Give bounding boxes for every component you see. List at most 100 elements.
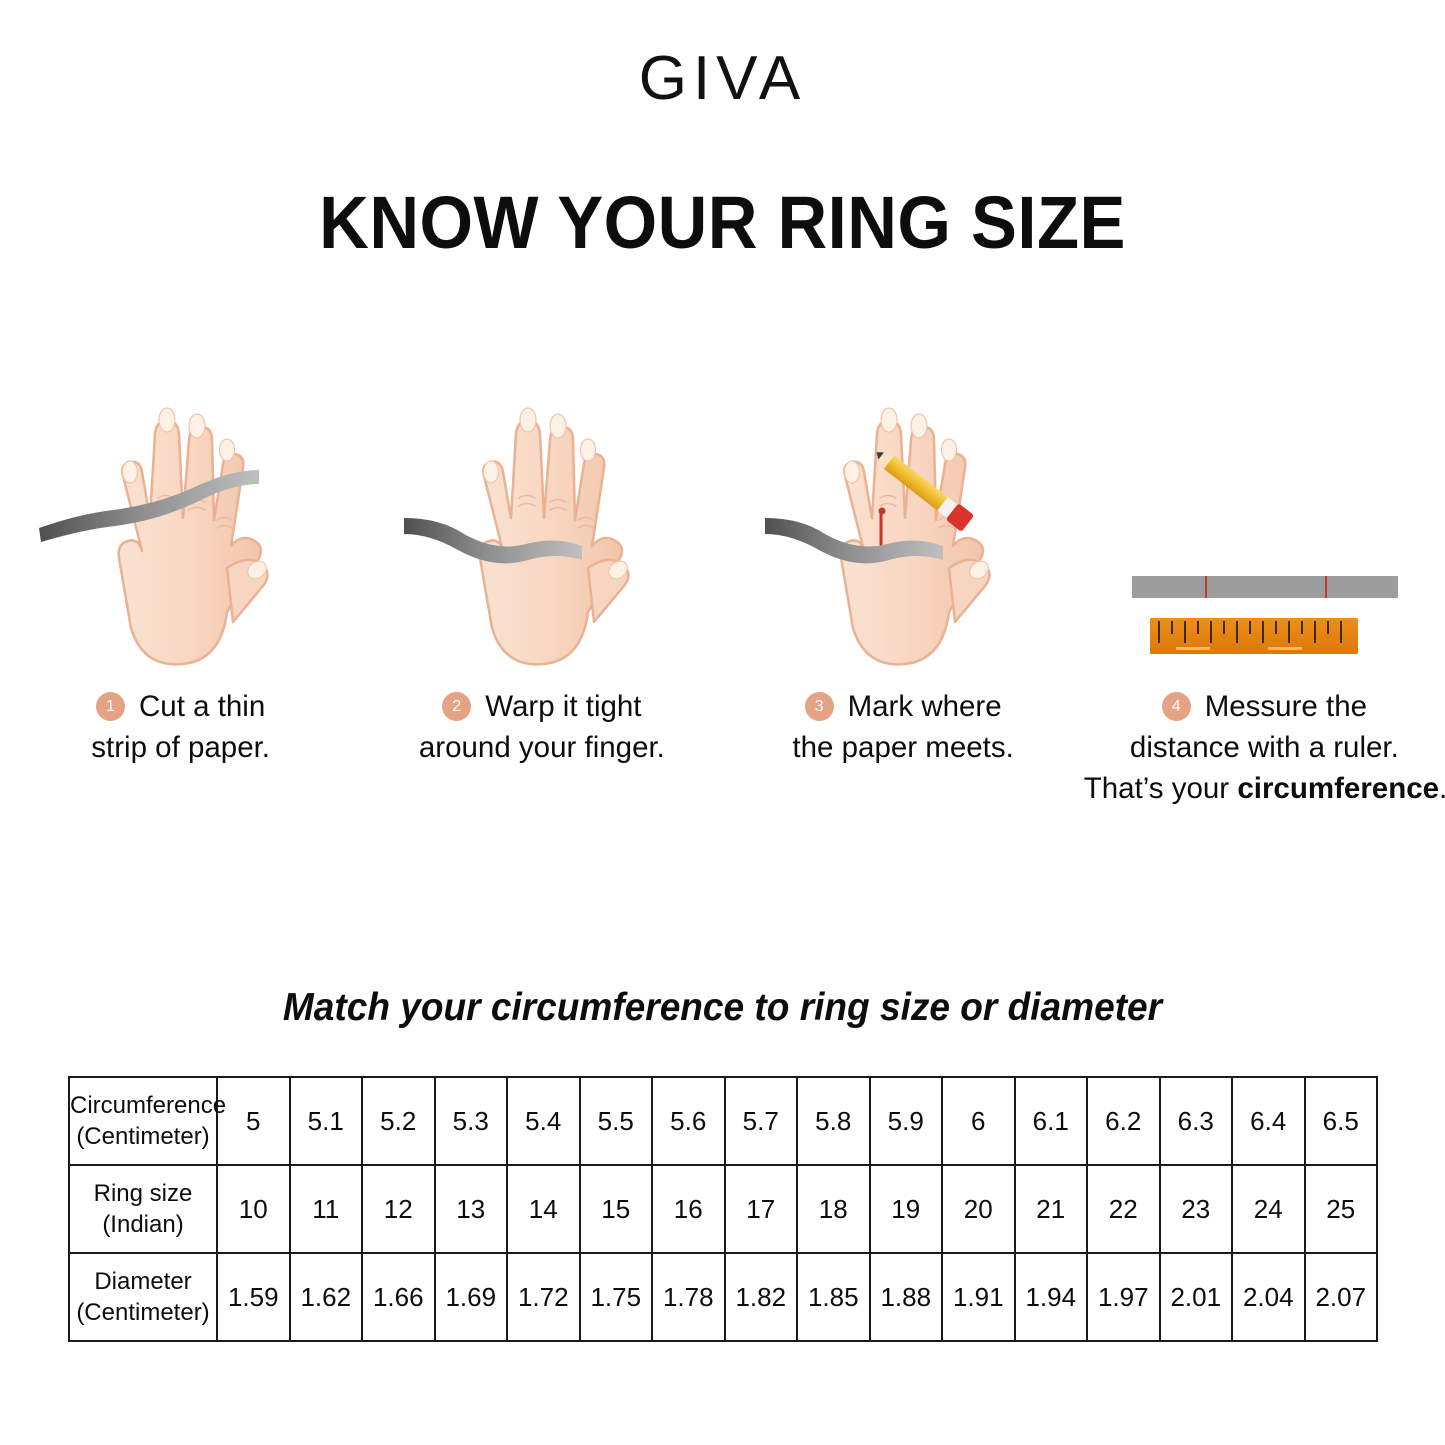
step-1-line1: Cut a thin [138,690,266,723]
step-4-line3-bold: circumference [1237,772,1440,805]
cell-ring-size-2: 12 [361,1164,436,1254]
brand-logo: GIVA [638,44,807,113]
step-3-caption: 3 Mark where the paper meets. [723,686,1084,768]
cell-diameter-8: 1.85 [796,1252,871,1342]
hand-with-pencil-mark-icon [765,407,991,666]
cell-diameter-1: 1.62 [288,1252,363,1342]
cell-ring-size-5: 15 [578,1164,653,1254]
cell-ring-size-8: 18 [796,1164,871,1254]
steps-row: 1 Cut a thin strip of paper. [0,380,1445,840]
cell-circumference-6: 5.6 [651,1076,726,1166]
size-table-wrapper: Circumference (Centimeter) 5 5.1 5.2 5.3… [68,1076,1378,1342]
ruler-body [1150,618,1359,654]
measure-mark-right [1325,576,1328,598]
step-1-line2: strip of paper. [91,731,270,764]
step-1-caption: 1 Cut a thin strip of paper. [0,686,361,768]
step-4-illustration [1084,380,1445,680]
step-2-line2: around your finger. [418,731,665,764]
cell-ring-size-11: 21 [1013,1164,1088,1254]
ruler-and-strip-icon [1124,564,1404,654]
cell-ring-size-14: 24 [1231,1164,1306,1254]
cell-ring-size-10: 20 [941,1164,1016,1254]
step-3-badge: 3 [804,691,834,721]
row-header-circumference-line1: Circumference [70,1092,227,1119]
cell-diameter-2: 1.66 [361,1252,436,1342]
cell-ring-size-12: 22 [1086,1164,1161,1254]
step-3-illustration [723,380,1084,680]
cell-circumference-12: 6.2 [1086,1076,1161,1166]
step-1: 1 Cut a thin strip of paper. [0,380,361,840]
step-3-line1: Mark where [847,690,1002,723]
row-header-diameter-line2: (Centimeter) [76,1299,210,1326]
table-row-diameter: Diameter (Centimeter) 1.59 1.62 1.66 1.6… [68,1252,1378,1342]
hand-with-wrapped-strip-icon [403,407,630,666]
cell-diameter-7: 1.82 [723,1252,798,1342]
cell-diameter-4: 1.72 [506,1252,581,1342]
ring-size-table: Circumference (Centimeter) 5 5.1 5.2 5.3… [68,1076,1378,1342]
cell-ring-size-15: 25 [1303,1164,1378,1254]
cell-circumference-5: 5.5 [578,1076,653,1166]
measure-mark-left [1205,576,1208,598]
cell-diameter-10: 1.91 [941,1252,1016,1342]
step-2-caption: 2 Warp it tight around your finger. [361,686,722,768]
cell-circumference-15: 6.5 [1303,1076,1378,1166]
cell-diameter-15: 2.07 [1303,1252,1378,1342]
cell-circumference-0: 5 [216,1076,291,1166]
row-header-diameter: Diameter (Centimeter) [68,1252,218,1342]
cell-circumference-10: 6 [941,1076,1016,1166]
cell-diameter-11: 1.94 [1013,1252,1088,1342]
step-1-illustration [0,380,361,680]
cell-ring-size-13: 23 [1158,1164,1233,1254]
step-4-line3-suffix: . [1439,772,1445,805]
measured-paper-strip [1132,576,1399,598]
hand-with-paper-strip-icon [38,407,269,666]
step-3-line2: the paper meets. [792,731,1014,764]
cell-circumference-8: 5.8 [796,1076,871,1166]
step-2-illustration [361,380,722,680]
page-title: KNOW YOUR RING SIZE [319,181,1126,264]
cell-circumference-13: 6.3 [1158,1076,1233,1166]
cell-ring-size-9: 19 [868,1164,943,1254]
table-row-ring-size: Ring size (Indian) 10 11 12 13 14 15 16 … [68,1164,1378,1254]
cell-circumference-11: 6.1 [1013,1076,1088,1166]
cell-circumference-3: 5.3 [433,1076,508,1166]
cell-ring-size-1: 11 [288,1164,363,1254]
step-4-line3: That’s your circumference. [1084,768,1445,809]
cell-diameter-13: 2.01 [1158,1252,1233,1342]
row-header-ring-size-line1: Ring size [93,1180,193,1207]
row-header-circumference-line2: (Centimeter) [76,1123,210,1150]
cell-ring-size-4: 14 [506,1164,581,1254]
row-header-ring-size-line2: (Indian) [102,1211,184,1238]
table-row-circumference: Circumference (Centimeter) 5 5.1 5.2 5.3… [68,1076,1378,1166]
step-4-badge: 4 [1161,691,1191,721]
cell-circumference-14: 6.4 [1231,1076,1306,1166]
step-4-caption: 4 Messure the distance with a ruler. That… [1084,686,1445,809]
step-4: 4 Messure the distance with a ruler. That… [1084,380,1445,840]
cell-diameter-14: 2.04 [1231,1252,1306,1342]
table-heading: Match your circumference to ring size or… [282,986,1163,1029]
step-4-line2: distance with a ruler. [1129,731,1399,764]
cell-diameter-6: 1.78 [651,1252,726,1342]
cell-diameter-3: 1.69 [433,1252,508,1342]
step-1-badge: 1 [95,691,125,721]
step-4-line3-prefix: That’s your [1083,772,1238,805]
cell-ring-size-0: 10 [216,1164,291,1254]
cell-ring-size-3: 13 [433,1164,508,1254]
step-2-line1: Warp it tight [485,690,642,723]
cell-diameter-5: 1.75 [578,1252,653,1342]
cell-circumference-9: 5.9 [868,1076,943,1166]
cell-circumference-1: 5.1 [288,1076,363,1166]
row-header-circumference: Circumference (Centimeter) [68,1076,226,1166]
cell-circumference-7: 5.7 [723,1076,798,1166]
row-header-ring-size: Ring size (Indian) [68,1164,218,1254]
cell-diameter-12: 1.97 [1086,1252,1161,1342]
step-3: 3 Mark where the paper meets. [723,380,1084,840]
cell-ring-size-6: 16 [651,1164,726,1254]
row-header-diameter-line1: Diameter [94,1268,192,1295]
cell-circumference-2: 5.2 [361,1076,436,1166]
cell-circumference-4: 5.4 [506,1076,581,1166]
step-2-badge: 2 [442,691,472,721]
step-4-line1: Messure the [1204,690,1368,723]
cell-diameter-9: 1.88 [868,1252,943,1342]
